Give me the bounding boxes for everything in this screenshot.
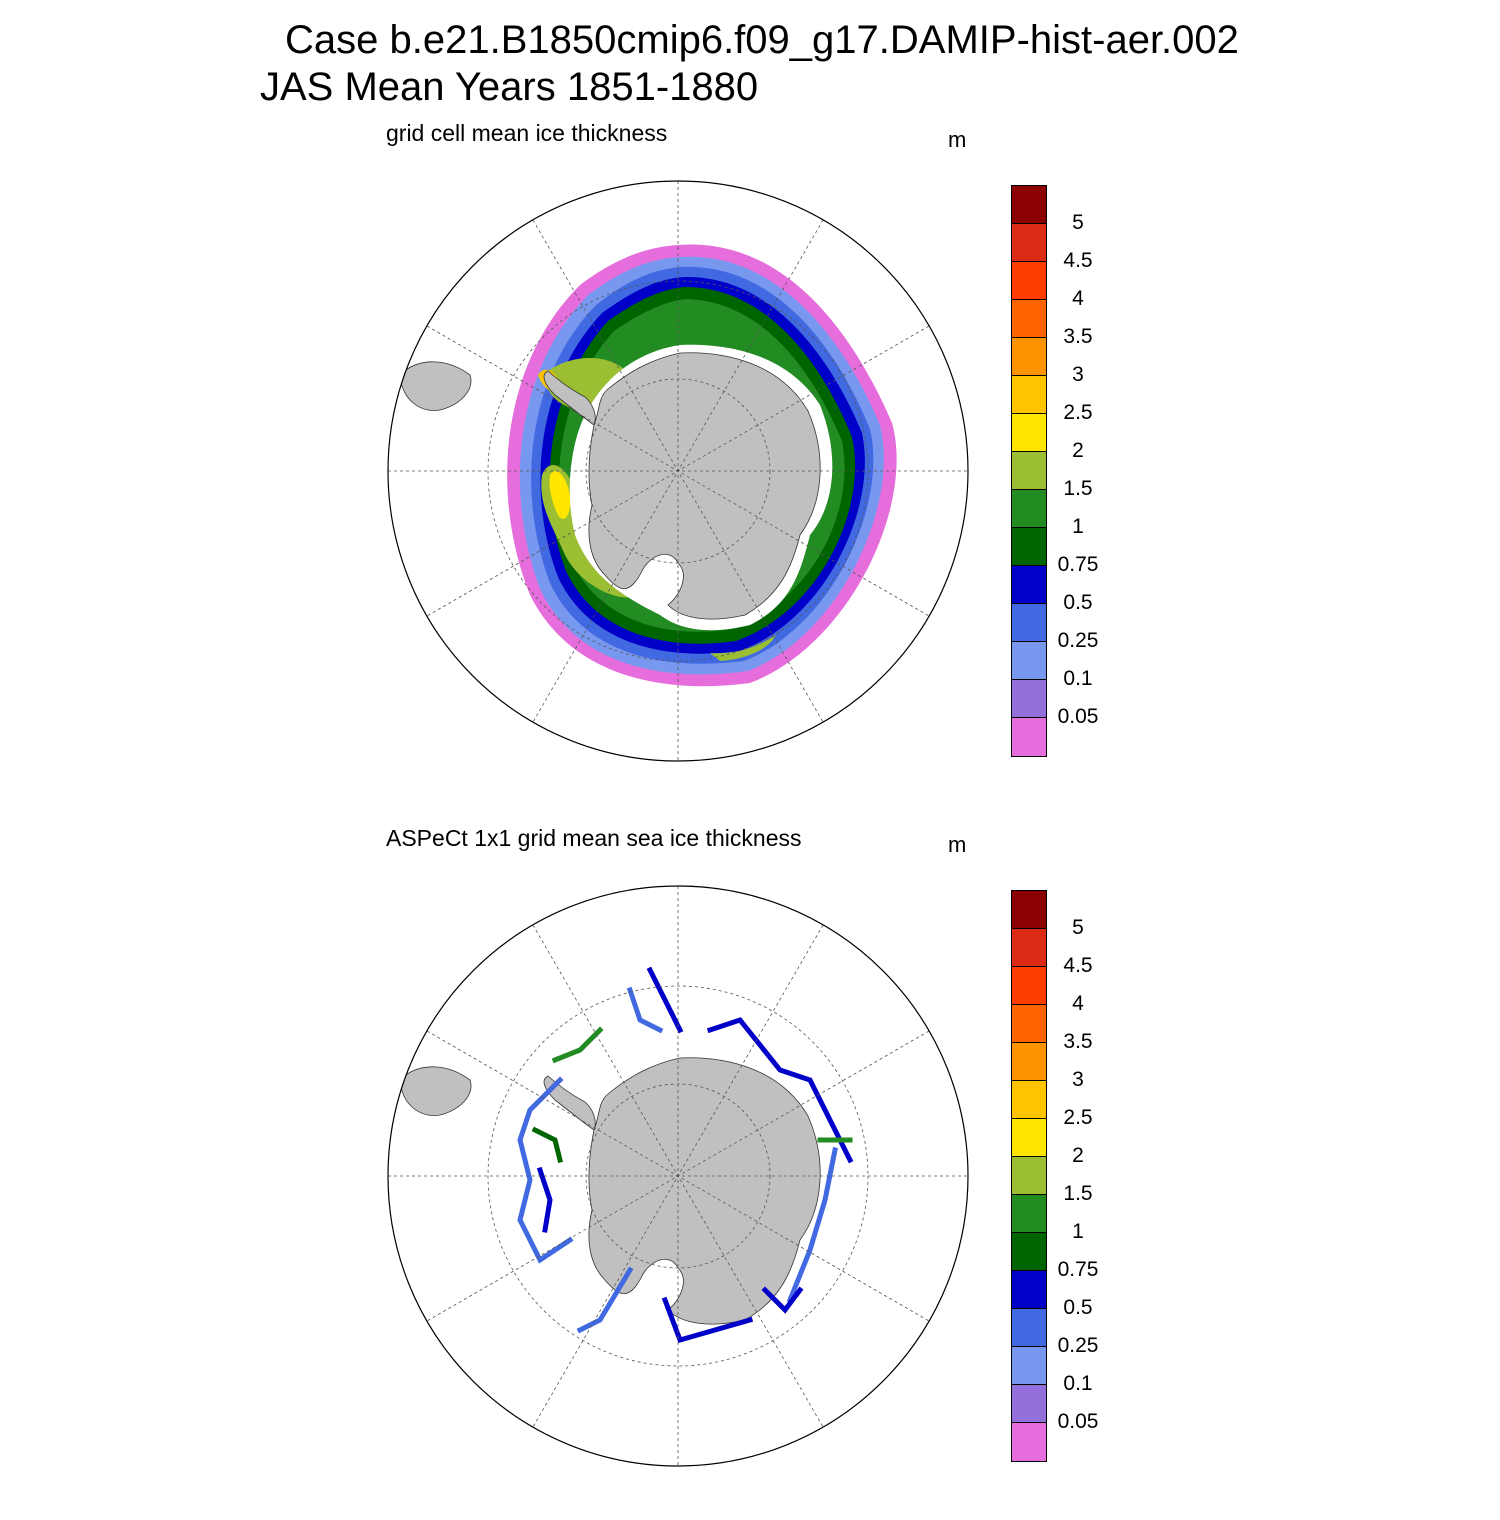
colorbar-swatch (1012, 1271, 1046, 1309)
colorbar-swatch (1012, 490, 1046, 528)
colorbar-swatch (1012, 414, 1046, 452)
colorbar-swatch (1012, 891, 1046, 929)
colorbar-swatch (1012, 1195, 1046, 1233)
observation-tracks (517, 966, 854, 1344)
antarctic-peninsula (543, 370, 596, 426)
polar-map-model (387, 180, 969, 762)
colorbar-label: 0.75 (1057, 553, 1099, 576)
colorbar-label: 0.05 (1057, 705, 1099, 728)
ice-patch-west-thick (549, 471, 571, 519)
colorbar-label: 2.5 (1063, 1106, 1093, 1129)
colorbar (1011, 185, 1047, 757)
panel-model-thickness: grid cell mean ice thickness m (0, 115, 1500, 815)
colorbar-swatch (1012, 338, 1046, 376)
colorbar-swatch (1012, 680, 1046, 718)
colorbar-swatch (1012, 376, 1046, 414)
colorbar-label: 2 (1072, 439, 1084, 462)
colorbar-swatch (1012, 967, 1046, 1005)
colorbar-swatch (1012, 1233, 1046, 1271)
colorbar-label: 1.5 (1063, 477, 1093, 500)
south-america-tip (399, 1066, 472, 1116)
panel-aspect-thickness: ASPeCt 1x1 grid mean sea ice thickness m (0, 820, 1500, 1520)
longitude-lines (388, 181, 968, 761)
units-label: m (948, 127, 967, 152)
colorbar-swatch (1012, 224, 1046, 262)
colorbar-label: 0.25 (1057, 1334, 1099, 1357)
map-border (387, 180, 969, 762)
figure-title-line1: Case b.e21.B1850cmip6.f09_g17.DAMIP-hist… (285, 18, 1239, 62)
colorbar-label: 1 (1072, 515, 1084, 538)
sea-ice-field (388, 181, 968, 761)
antarctic-peninsula (543, 1075, 596, 1131)
colorbar-swatch (1012, 604, 1046, 642)
colorbar-swatch (1012, 1423, 1046, 1461)
colorbar-swatch (1012, 1081, 1046, 1119)
colorbar-swatch (1012, 1347, 1046, 1385)
colorbar-label: 0.05 (1057, 1410, 1099, 1433)
colorbar-label: 0.25 (1057, 629, 1099, 652)
colorbar-swatch (1012, 262, 1046, 300)
map-border (387, 885, 969, 1467)
colorbar-swatch (1012, 300, 1046, 338)
colorbar-label: 3 (1072, 1068, 1084, 1091)
colorbar-swatch (1012, 1043, 1046, 1081)
colorbar-label: 2.5 (1063, 401, 1093, 424)
colorbar-label: 0.5 (1063, 591, 1093, 614)
colorbar-swatch (1012, 642, 1046, 680)
colorbar-swatch (1012, 718, 1046, 756)
colorbar-label: 0.1 (1063, 1372, 1093, 1395)
colorbar-label: 0.1 (1063, 667, 1093, 690)
colorbar-swatch (1012, 528, 1046, 566)
colorbar-swatch (1012, 1309, 1046, 1347)
ice-patch-ross (710, 635, 776, 661)
colorbar-label: 4 (1072, 287, 1084, 310)
colorbar-label: 5 (1072, 916, 1084, 939)
colorbar-swatch (1012, 452, 1046, 490)
south-america-tip (399, 361, 472, 411)
colorbar-swatch (1012, 566, 1046, 604)
colorbar-label: 3.5 (1063, 1030, 1093, 1053)
colorbar-label: 0.75 (1057, 1258, 1099, 1281)
ship-tracks (388, 886, 968, 1466)
colorbar-label: 4.5 (1063, 954, 1093, 977)
panel-subtitle: grid cell mean ice thickness (386, 120, 668, 146)
colorbar-swatch (1012, 1385, 1046, 1423)
colorbar-label: 5 (1072, 211, 1084, 234)
colorbar-swatch (1012, 1157, 1046, 1195)
colorbar-swatch (1012, 1119, 1046, 1157)
colorbar-label: 4 (1072, 992, 1084, 1015)
colorbar-label: 0.5 (1063, 1296, 1093, 1319)
colorbar-label: 1 (1072, 1220, 1084, 1243)
colorbar-swatch (1012, 186, 1046, 224)
colorbar-label: 4.5 (1063, 249, 1093, 272)
colorbar (1011, 890, 1047, 1462)
polar-map-aspect (387, 885, 969, 1467)
longitude-lines (388, 886, 968, 1466)
colorbar-label: 3.5 (1063, 325, 1093, 348)
colorbar-swatch (1012, 1005, 1046, 1043)
figure-title-line2: JAS Mean Years 1851-1880 (260, 65, 759, 109)
colorbar-label: 3 (1072, 363, 1084, 386)
colorbar-label: 1.5 (1063, 1182, 1093, 1205)
panel-subtitle: ASPeCt 1x1 grid mean sea ice thickness (386, 825, 802, 851)
units-label: m (948, 832, 967, 857)
colorbar-swatch (1012, 929, 1046, 967)
colorbar-label: 2 (1072, 1144, 1084, 1167)
